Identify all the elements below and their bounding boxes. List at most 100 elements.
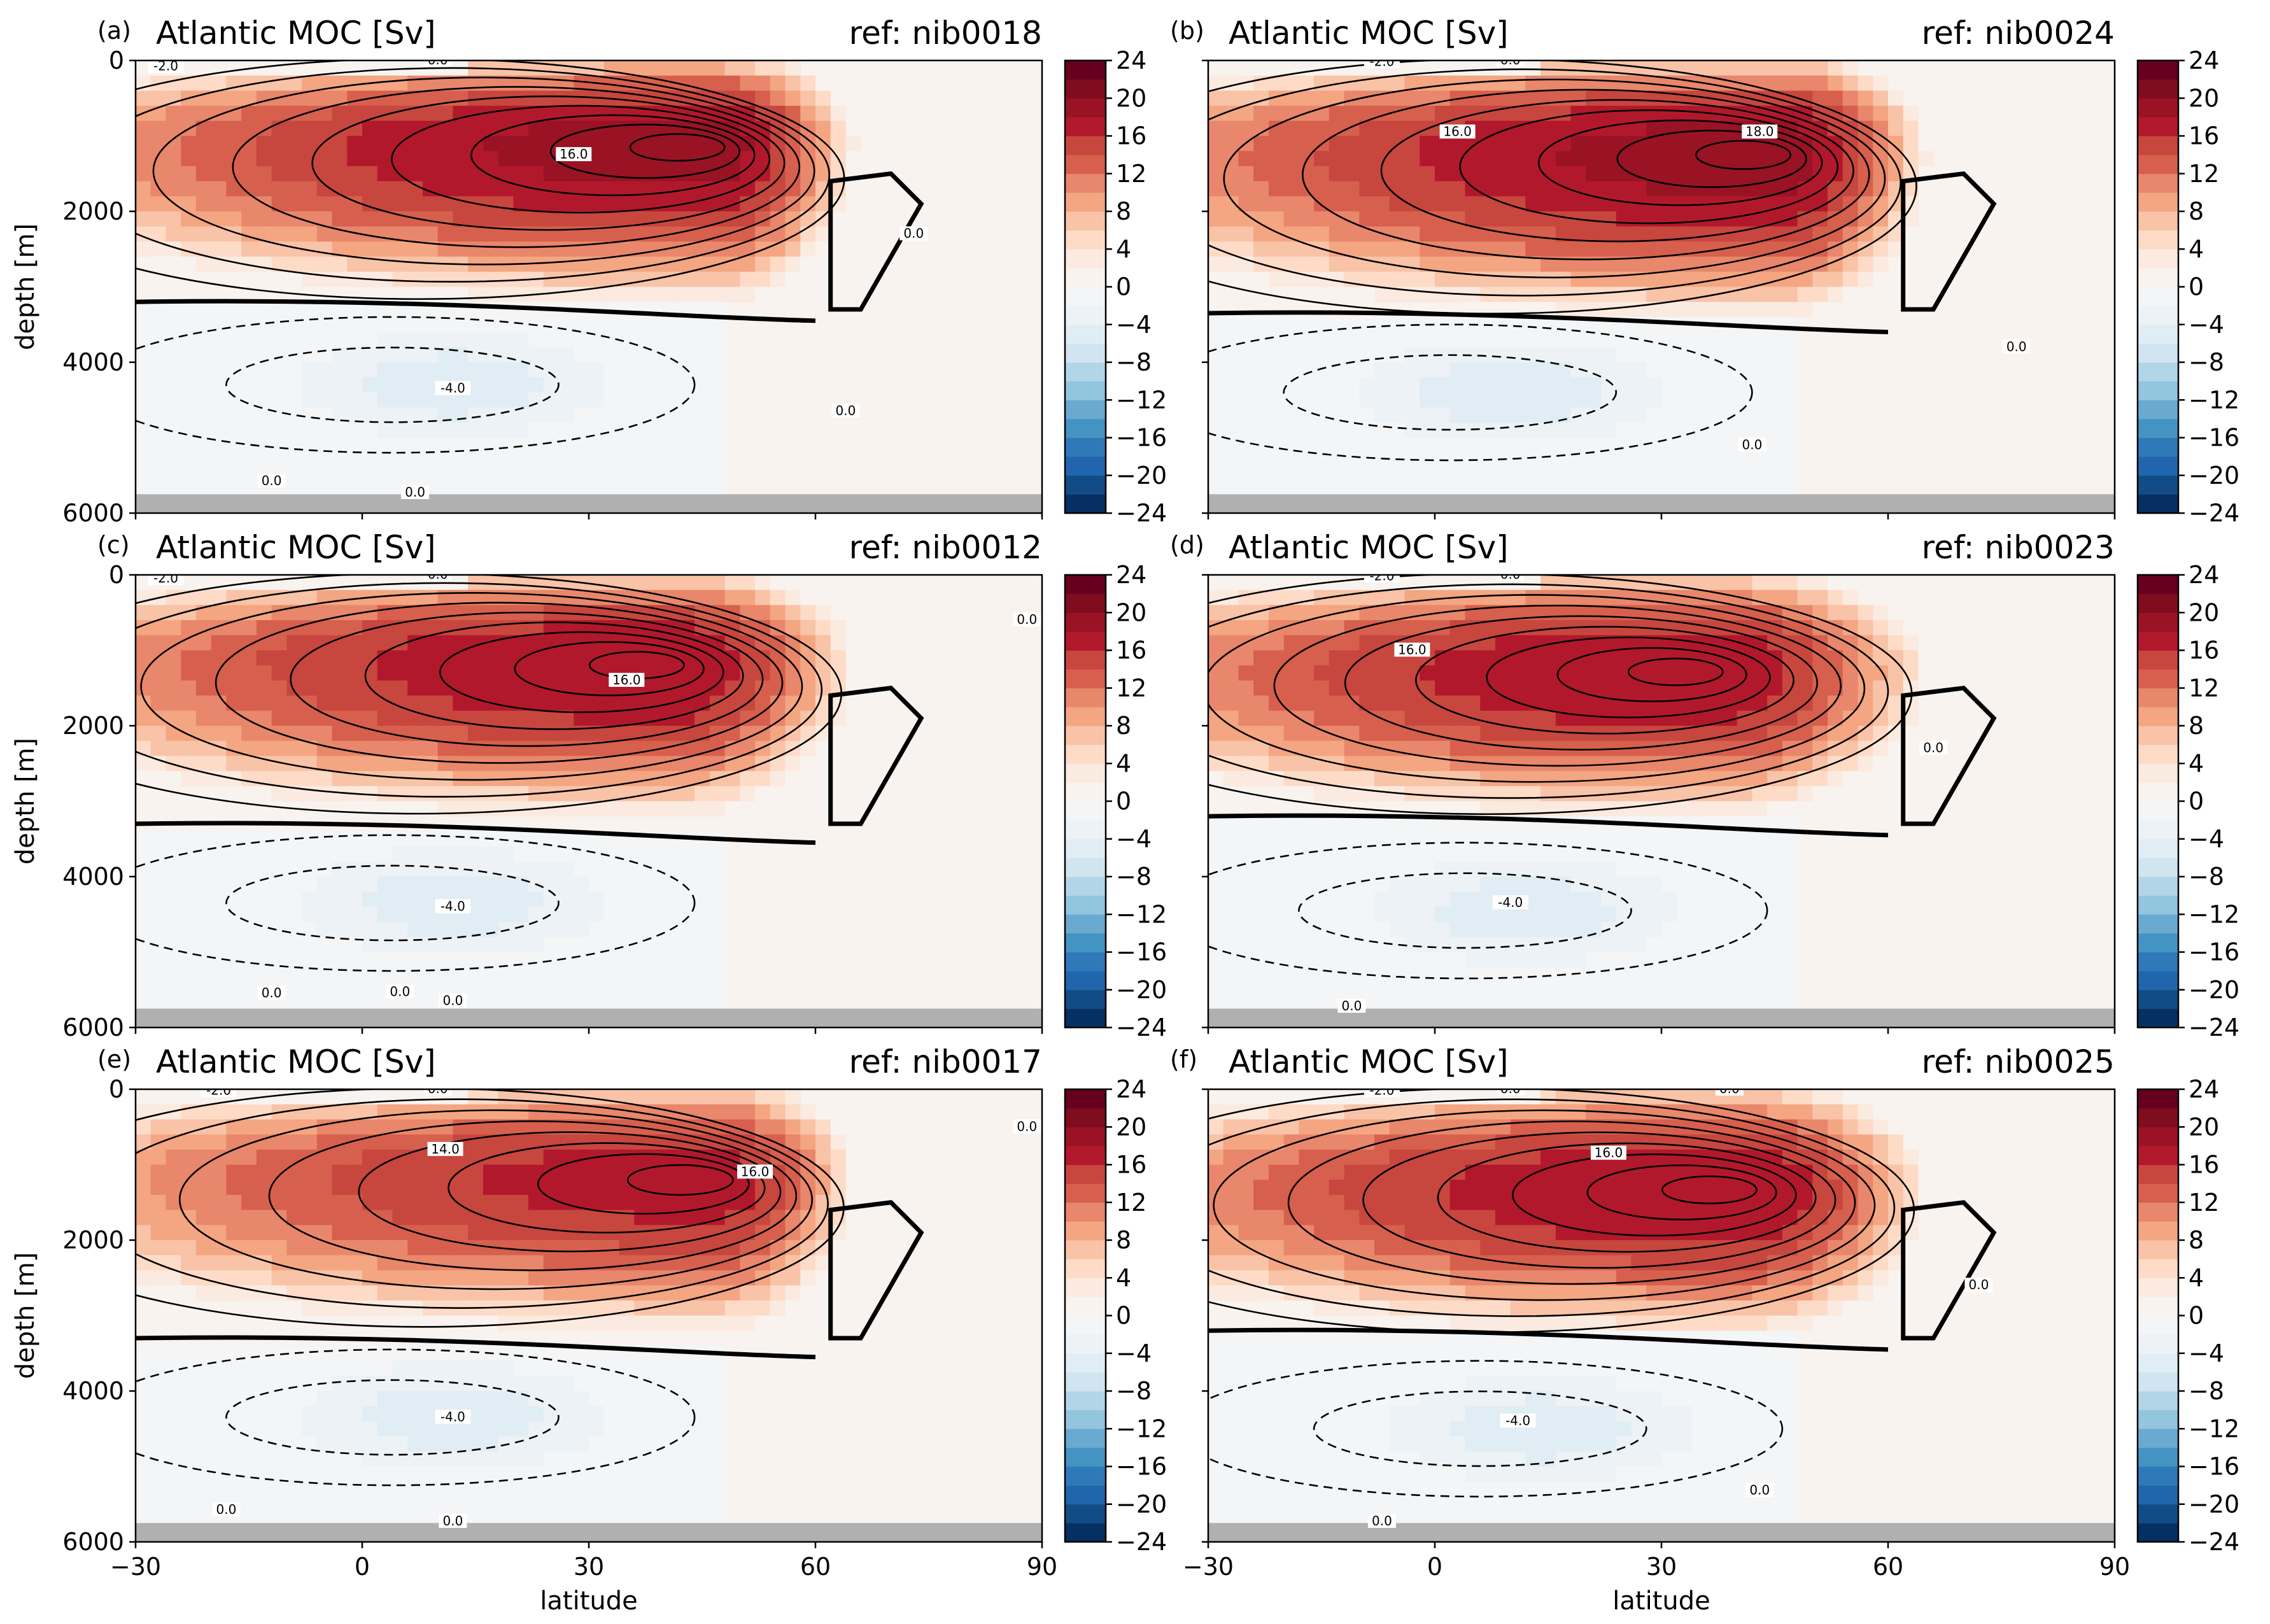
contour-line	[1380, 99, 1854, 243]
moc-field-cell	[1737, 453, 1752, 469]
moc-field-cell	[241, 952, 257, 968]
moc-field-cell	[1752, 422, 1768, 439]
moc-field-cell	[1299, 226, 1315, 242]
moc-field-cell	[1646, 982, 1662, 998]
moc-field-cell	[498, 453, 514, 469]
moc-field-cell	[1586, 982, 1602, 998]
moc-field-cell	[1586, 136, 1602, 152]
moc-field-cell	[574, 936, 589, 953]
moc-field-cell	[649, 332, 665, 348]
moc-field-cell	[407, 347, 423, 363]
moc-field-cell	[302, 257, 318, 272]
moc-field-cell	[1449, 392, 1466, 408]
moc-field-cell	[543, 271, 560, 288]
moc-field-cell	[1570, 907, 1586, 922]
moc-field-cell	[830, 136, 847, 152]
moc-field-cell	[392, 377, 408, 393]
moc-field-cell	[1691, 257, 1707, 272]
moc-field-cell	[407, 665, 423, 681]
moc-field-cell	[1570, 453, 1586, 469]
moc-field-cell	[468, 605, 484, 621]
moc-field-cell	[211, 726, 227, 742]
moc-field-cell	[1812, 286, 1828, 302]
moc-field-cell	[649, 453, 665, 469]
moc-field-cell	[1540, 347, 1556, 363]
moc-field-cell	[483, 846, 499, 862]
moc-field-cell	[1540, 422, 1556, 439]
moc-field-cell	[1676, 377, 1693, 393]
moc-field-cell	[709, 907, 726, 922]
moc-field-cell	[1631, 710, 1647, 726]
moc-field-cell	[528, 136, 544, 152]
moc-field-cell	[1253, 877, 1269, 893]
moc-field-cell	[1283, 151, 1299, 167]
moc-field-cell	[1253, 453, 1269, 469]
moc-field-cell	[543, 453, 560, 469]
colorbar-tick-label: 4	[1116, 749, 1131, 777]
moc-field-cell	[755, 590, 771, 605]
moc-field-cell	[1344, 590, 1360, 605]
moc-field-cell	[211, 877, 227, 893]
moc-field-cell	[1495, 136, 1511, 152]
moc-field-cell	[1676, 665, 1693, 681]
moc-field-cell	[1555, 407, 1572, 423]
moc-field-cell	[1480, 90, 1496, 106]
contour-label-background	[148, 575, 184, 585]
moc-field-cell	[1525, 271, 1541, 288]
moc-field-cell	[1495, 786, 1511, 802]
moc-field-cell	[1752, 467, 1768, 484]
moc-field-cell	[1510, 271, 1526, 288]
moc-field-cell	[1586, 680, 1602, 696]
moc-field-cell	[1873, 257, 1889, 272]
moc-field-cell	[1299, 877, 1315, 893]
moc-field-cell	[1359, 211, 1375, 227]
moc-field-cell	[1449, 257, 1466, 272]
moc-field-cell	[543, 422, 560, 439]
moc-field-cell	[362, 861, 378, 877]
moc-field-cell	[226, 347, 242, 363]
moc-field-cell	[256, 453, 272, 469]
moc-field-cell	[1586, 771, 1602, 787]
moc-field-cells	[1208, 60, 1934, 513]
moc-field-cell	[785, 605, 801, 621]
moc-field-cell	[1586, 271, 1602, 288]
moc-field-cell	[256, 680, 272, 696]
moc-field-cell	[1631, 226, 1647, 242]
moc-field-cell	[1510, 422, 1526, 439]
moc-field-cell	[1420, 740, 1435, 756]
moc-field-cell	[347, 377, 363, 393]
moc-field-cell	[1268, 967, 1285, 983]
colorbar-swatch	[1065, 230, 1106, 250]
moc-field-cell	[1389, 861, 1406, 877]
moc-field-cell	[1329, 377, 1345, 393]
moc-field-cell	[211, 136, 227, 152]
moc-field-cell	[1525, 75, 1541, 91]
moc-field-cell	[1661, 286, 1677, 302]
moc-field-cell	[316, 907, 333, 922]
moc-field-cell	[1767, 332, 1783, 348]
moc-field-cell	[136, 710, 152, 726]
moc-field-cell	[195, 861, 212, 877]
moc-field-cell	[392, 710, 408, 726]
moc-field-cell	[271, 271, 287, 288]
moc-field-cell	[1903, 106, 1919, 122]
moc-field-cell	[513, 151, 529, 167]
moc-field-cell	[302, 196, 318, 212]
moc-field-cell	[377, 786, 393, 802]
moc-field-cell	[1631, 877, 1647, 893]
moc-field-cell	[498, 241, 514, 257]
moc-field-cell	[498, 710, 514, 726]
moc-field-cell	[271, 453, 287, 469]
moc-field-cell	[649, 422, 665, 439]
moc-field-cell	[1465, 226, 1481, 242]
moc-field-cell	[362, 635, 378, 651]
moc-field-cell	[1465, 407, 1481, 423]
moc-field-cell	[1283, 422, 1299, 439]
moc-field-cell	[755, 575, 771, 591]
moc-field-cell	[1601, 347, 1617, 363]
moc-field-cell	[1208, 635, 1224, 651]
colorbar-swatch	[1065, 688, 1106, 707]
moc-field-cell	[453, 120, 469, 137]
moc-field-cell	[619, 467, 635, 484]
moc-field-cell	[150, 302, 167, 318]
